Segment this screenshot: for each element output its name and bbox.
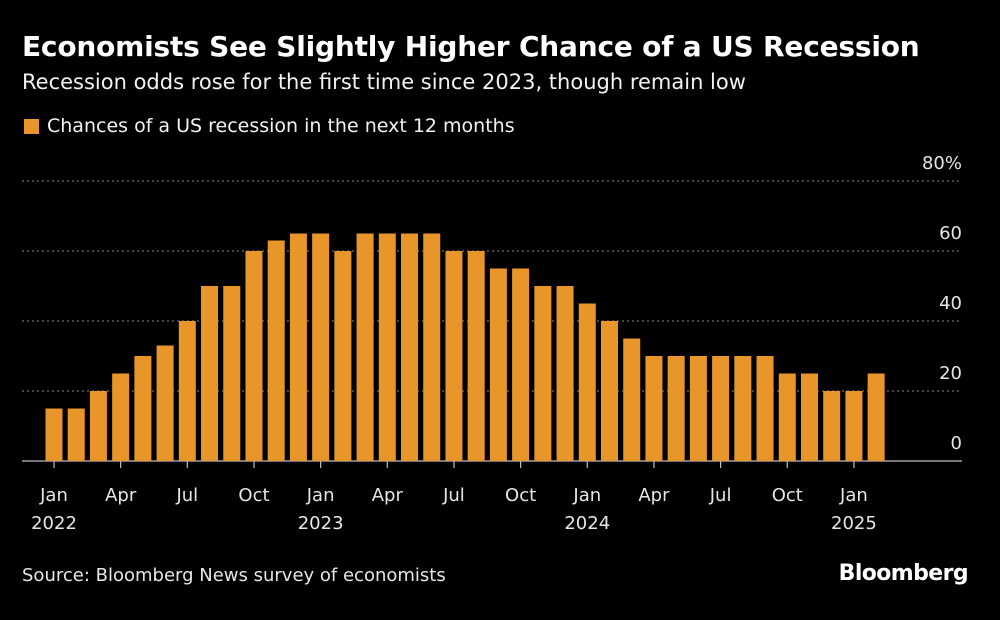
bar — [756, 356, 774, 461]
bar — [800, 373, 818, 461]
bar — [867, 373, 885, 461]
x-tick-label-month: Apr — [105, 485, 137, 506]
y-tick-label: 0 — [951, 433, 962, 454]
bar — [823, 391, 841, 461]
legend: Chances of a US recession in the next 12… — [24, 115, 515, 137]
bar — [645, 356, 663, 461]
bar — [312, 233, 330, 461]
y-tick-label: 40 — [939, 293, 962, 314]
y-tick-label: 80% — [922, 153, 962, 174]
bar — [512, 268, 530, 461]
bar — [67, 408, 85, 461]
y-tick-label: 60 — [939, 223, 962, 244]
bar — [245, 251, 263, 461]
bar — [601, 321, 618, 461]
source-note: Source: Bloomberg News survey of economi… — [22, 565, 446, 586]
bar — [423, 233, 441, 461]
bar — [667, 356, 685, 461]
bar — [578, 303, 596, 461]
x-tick-label-year: 2024 — [564, 513, 610, 534]
chart-subtitle: Recession odds rose for the first time s… — [22, 70, 746, 94]
x-tick-label-month: Jul — [442, 485, 465, 506]
x-tick-label-month: Oct — [505, 485, 536, 506]
bar — [778, 373, 796, 461]
bar — [289, 233, 307, 461]
chart-title: Economists See Slightly Higher Chance of… — [22, 30, 920, 63]
bar — [378, 233, 396, 461]
x-axis: Jan 2022 Apr Jul Oct Jan 2023 Apr Jul Oct Jan 2024 A… — [31, 461, 877, 534]
x-tick-label-year: 2025 — [831, 513, 877, 534]
bar — [156, 345, 174, 461]
legend-swatch — [24, 118, 39, 134]
x-tick-label-month: Jan — [306, 485, 335, 506]
bar — [223, 286, 241, 461]
x-tick-label-month: Jul — [709, 485, 732, 506]
bar — [623, 338, 641, 461]
x-tick-label-month: Jan — [39, 485, 68, 506]
bar — [689, 356, 707, 461]
y-tick-label: 20 — [939, 363, 962, 384]
bar — [712, 356, 730, 461]
bar — [734, 356, 752, 461]
legend-label: Chances of a US recession in the next 12… — [47, 115, 515, 137]
bar — [356, 233, 374, 461]
bar — [845, 391, 863, 461]
x-tick-label-year: 2023 — [298, 513, 344, 534]
x-tick-label-month: Oct — [238, 485, 269, 506]
y-axis: 0 20 40 60 80% — [922, 153, 962, 454]
bar — [401, 233, 419, 461]
bar — [267, 240, 285, 461]
bar — [556, 286, 574, 461]
x-tick-label-month: Jul — [175, 485, 198, 506]
bar — [112, 373, 130, 461]
bar — [334, 251, 352, 461]
bar — [45, 408, 63, 461]
bar — [89, 391, 107, 461]
bar — [201, 286, 219, 461]
x-tick-label-month: Apr — [372, 485, 404, 506]
bar — [467, 251, 485, 461]
x-tick-label-month: Oct — [772, 485, 803, 506]
bar — [445, 251, 463, 461]
x-tick-label-month: Jan — [839, 485, 868, 506]
bar — [534, 286, 552, 461]
bar — [178, 321, 196, 461]
bar — [134, 356, 152, 461]
bar-layer — [45, 233, 885, 461]
x-tick-label-month: Apr — [638, 485, 670, 506]
bar — [489, 268, 507, 461]
x-tick-label-year: 2022 — [31, 513, 77, 534]
bloomberg-logo: Bloomberg — [838, 561, 969, 586]
x-tick-label-month: Jan — [572, 485, 601, 506]
